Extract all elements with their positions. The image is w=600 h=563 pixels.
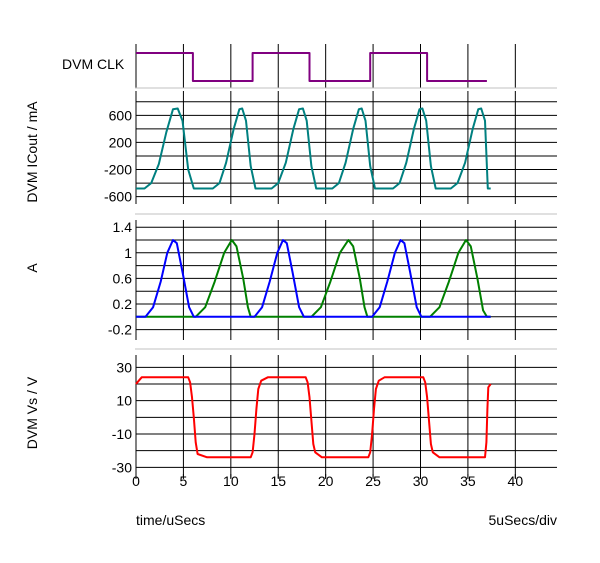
panel-1-ytick-label: 600 — [109, 107, 133, 123]
panel-0-ylabel: DVM CLK — [62, 56, 125, 72]
panel-2-ytick-label: 1 — [124, 245, 132, 261]
panel-1-ytick-label: -200 — [104, 162, 132, 178]
panel-3-ytick-label: -10 — [112, 426, 132, 442]
x-tick-label: 35 — [460, 473, 476, 489]
panel-1-grid — [135, 91, 557, 204]
panel-dvm-icout: 600 200 -200 -600 DVM ICout / mA — [24, 91, 557, 205]
panel-1-traces — [136, 107, 491, 190]
x-tick-label: 10 — [223, 473, 239, 489]
panel-2-ytick-label: 1.4 — [113, 219, 133, 235]
x-tick-label: 5 — [180, 473, 188, 489]
x-axis-label: time/uSecs — [136, 512, 205, 528]
panel-0-traces — [136, 52, 487, 82]
panel-2-ytick-label: -0.2 — [108, 322, 132, 338]
panel-1-yticks: 600 200 -200 -600 — [104, 107, 132, 204]
panel-3-ytick-label: 30 — [116, 359, 132, 375]
panel-3-traces — [135, 376, 492, 459]
panel-2-traces — [136, 239, 491, 318]
panel-2-ylabel: A — [24, 263, 40, 273]
panel-2-ytick-label: 0.2 — [113, 296, 133, 312]
panel-3-ytick-label: -30 — [112, 459, 132, 475]
panel-2-yticks: 1.4 1 0.6 0.2 -0.2 — [108, 219, 132, 337]
panel-1-ylabel: DVM ICout / mA — [24, 101, 40, 203]
panel-3-series-0-trace — [135, 376, 492, 459]
panel-3-ytick-label: 10 — [116, 393, 132, 409]
x-tick-label: 30 — [413, 473, 429, 489]
panel-3-ylabel: DVM Vs / V — [24, 376, 40, 449]
panel-2-grid — [135, 220, 557, 340]
x-tick-label: 15 — [270, 473, 286, 489]
panel-0-series-0-trace — [136, 52, 487, 82]
panel-current-a: 1.4 1 0.6 0.2 -0.2 A — [24, 219, 557, 340]
panel-3-grid — [135, 355, 557, 478]
panel-1-ytick-label: 200 — [109, 134, 133, 150]
x-tick-label: 20 — [318, 473, 334, 489]
panel-1-series-0-trace — [136, 107, 491, 190]
panel-2-series-1-trace — [136, 239, 491, 318]
x-tick-label: 25 — [365, 473, 381, 489]
panel-1-ytick-label: -600 — [104, 189, 132, 205]
x-axis-ticks: 0 5 10 15 20 25 30 35 40 — [132, 473, 523, 489]
panel-3-yticks: 30 10 -10 -30 — [112, 359, 132, 475]
panel-2-ytick-label: 0.6 — [113, 270, 133, 286]
x-scale-label: 5uSecs/div — [489, 512, 557, 528]
panel-2-series-0-trace — [136, 239, 491, 318]
x-tick-label: 40 — [508, 473, 524, 489]
x-tick-label: 0 — [132, 473, 140, 489]
panel-dvm-vs: 30 10 -10 -30 DVM Vs / V — [24, 355, 557, 478]
panel-dvm-clk: DVM CLK — [62, 44, 516, 88]
panel-0-grid — [135, 44, 516, 88]
